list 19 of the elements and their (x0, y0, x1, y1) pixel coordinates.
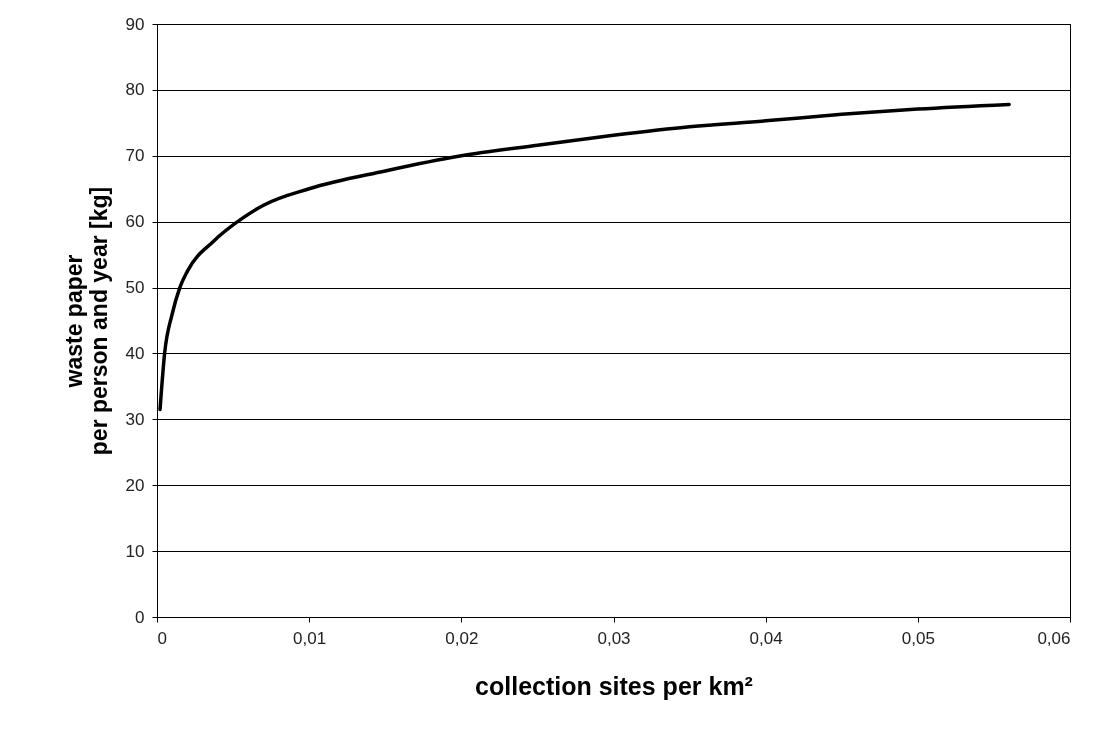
y-tick-label: 20 (125, 475, 145, 495)
y-tick-label: 50 (125, 278, 145, 298)
y-tick-label: 30 (125, 409, 145, 429)
x-tick-label: 0,01 (293, 628, 327, 648)
x-tick-label: 0,04 (749, 628, 783, 648)
x-tick-label: 0,05 (901, 628, 935, 648)
y-tick-label: 40 (125, 343, 145, 363)
y-tick-label: 80 (125, 80, 145, 100)
y-tick-label: 60 (125, 212, 145, 232)
x-tick-label: 0,06 (1037, 628, 1071, 648)
y-tick-label: 90 (125, 14, 145, 34)
x-tick-label: 0,03 (597, 628, 631, 648)
y-tick-label: 0 (135, 607, 145, 627)
x-tick-label: 0 (157, 628, 167, 648)
y-tick-label: 70 (125, 146, 145, 166)
y-axis-title: waste paper per person and year [kg] (60, 186, 112, 456)
x-tick-label: 0,02 (445, 628, 479, 648)
x-axis-title: collection sites per km² (475, 671, 753, 700)
y-tick-label: 10 (125, 541, 145, 561)
